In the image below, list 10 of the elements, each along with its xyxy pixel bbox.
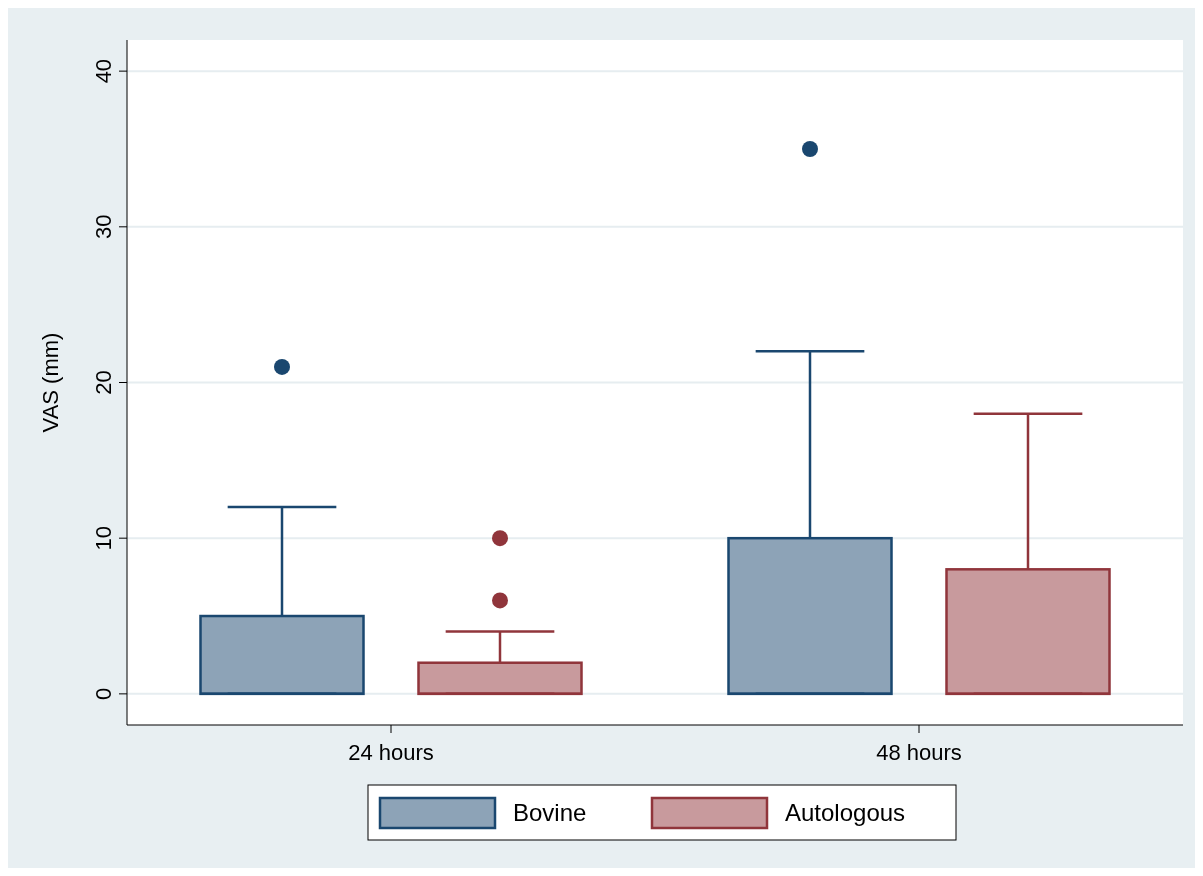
y-tick-label: 30 <box>91 214 116 240</box>
x-tick-label: 24 hours <box>348 740 434 765</box>
y-tick-label: 10 <box>91 525 116 551</box>
y-axis-title: VAS (mm) <box>38 332 63 433</box>
y-tick-label: 20 <box>91 370 116 395</box>
legend-label: Bovine <box>513 799 587 826</box>
x-tick-label: 48 hours <box>876 740 962 765</box>
legend-label: Autologous <box>785 799 906 826</box>
y-tick-label: 40 <box>91 58 116 84</box>
y-tick-label: 0 <box>91 687 116 700</box>
